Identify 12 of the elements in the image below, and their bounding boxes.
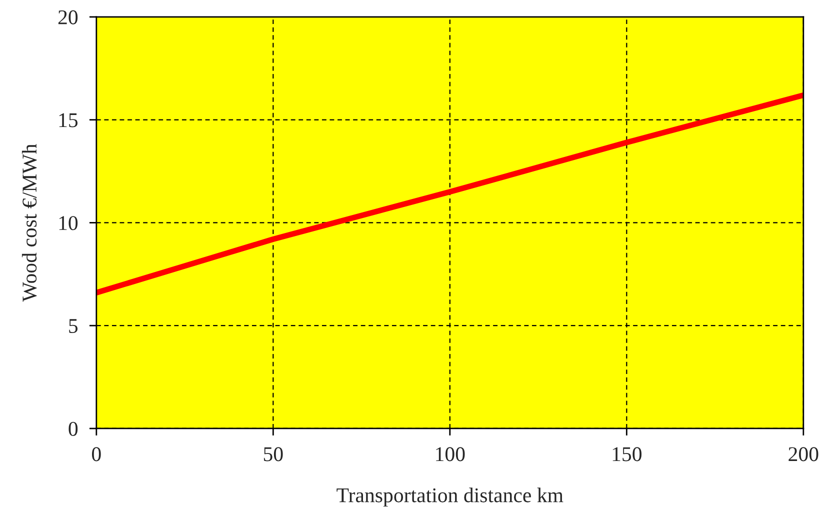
y-tick-label: 15 xyxy=(59,113,78,128)
y-tick-label: 20 xyxy=(58,10,78,24)
x-axis-title: Transportation distance km xyxy=(336,488,564,507)
x-tick-label: 200 xyxy=(788,447,818,462)
x-tick-label: 150 xyxy=(612,447,642,462)
x-tick-label: 0 xyxy=(92,447,101,462)
x-tick-label: 100 xyxy=(436,447,465,462)
y-tick-label: 5 xyxy=(69,319,78,334)
y-axis-title: Wood cost €/MWh xyxy=(22,144,37,302)
x-tick-label: 50 xyxy=(264,447,283,462)
y-tick-label: 0 xyxy=(68,422,78,436)
y-tick-label: 10 xyxy=(59,216,78,230)
